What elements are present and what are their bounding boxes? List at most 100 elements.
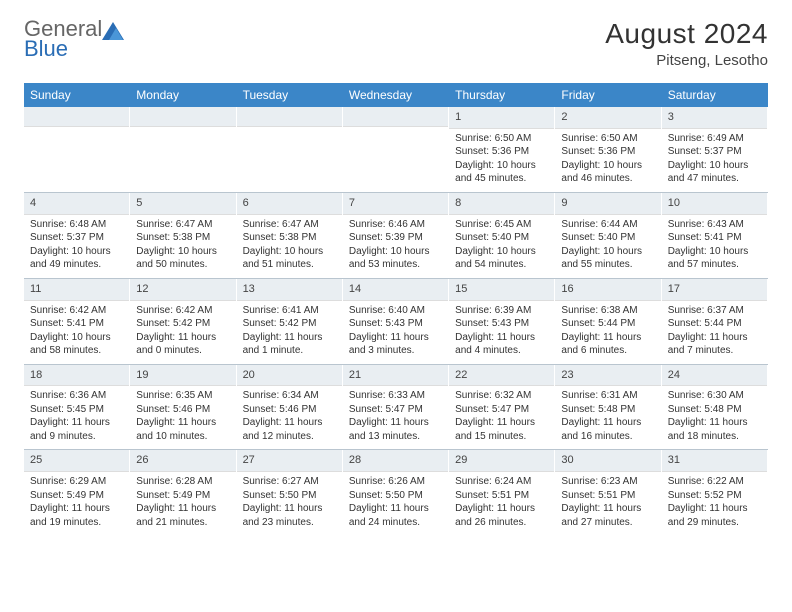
day-cell: 22Sunrise: 6:32 AMSunset: 5:47 PMDayligh…	[449, 365, 555, 450]
day-number: 29	[449, 450, 554, 472]
day-number: 26	[130, 450, 235, 472]
day-details	[24, 127, 129, 185]
day-number	[130, 107, 235, 127]
day-details: Sunrise: 6:48 AMSunset: 5:37 PMDaylight:…	[24, 215, 129, 278]
day-details	[237, 127, 342, 185]
day-cell: 11Sunrise: 6:42 AMSunset: 5:41 PMDayligh…	[24, 279, 130, 364]
day-cell: 13Sunrise: 6:41 AMSunset: 5:42 PMDayligh…	[237, 279, 343, 364]
sunset-text: Sunset: 5:50 PM	[243, 489, 336, 503]
day-number: 21	[343, 365, 448, 387]
sunset-text: Sunset: 5:46 PM	[243, 403, 336, 417]
day-number: 31	[662, 450, 767, 472]
day-details: Sunrise: 6:27 AMSunset: 5:50 PMDaylight:…	[237, 472, 342, 535]
day-number: 13	[237, 279, 342, 301]
sunset-text: Sunset: 5:41 PM	[30, 317, 123, 331]
day-details: Sunrise: 6:32 AMSunset: 5:47 PMDaylight:…	[449, 386, 554, 449]
daylight-text: Daylight: 11 hours and 12 minutes.	[243, 416, 336, 443]
sunrise-text: Sunrise: 6:46 AM	[349, 218, 442, 232]
day-details: Sunrise: 6:46 AMSunset: 5:39 PMDaylight:…	[343, 215, 448, 278]
daylight-text: Daylight: 11 hours and 9 minutes.	[30, 416, 123, 443]
day-details: Sunrise: 6:22 AMSunset: 5:52 PMDaylight:…	[662, 472, 767, 535]
day-number: 30	[555, 450, 660, 472]
daylight-text: Daylight: 11 hours and 1 minute.	[243, 331, 336, 358]
day-number: 24	[662, 365, 767, 387]
page-header: GeneralBlue August 2024 Pitseng, Lesotho	[24, 18, 768, 69]
day-details: Sunrise: 6:31 AMSunset: 5:48 PMDaylight:…	[555, 386, 660, 449]
daylight-text: Daylight: 11 hours and 16 minutes.	[561, 416, 654, 443]
day-details: Sunrise: 6:24 AMSunset: 5:51 PMDaylight:…	[449, 472, 554, 535]
day-cell: 18Sunrise: 6:36 AMSunset: 5:45 PMDayligh…	[24, 365, 130, 450]
daylight-text: Daylight: 10 hours and 53 minutes.	[349, 245, 442, 272]
day-details: Sunrise: 6:45 AMSunset: 5:40 PMDaylight:…	[449, 215, 554, 278]
day-number: 4	[24, 193, 129, 215]
sunset-text: Sunset: 5:48 PM	[561, 403, 654, 417]
daylight-text: Daylight: 11 hours and 23 minutes.	[243, 502, 336, 529]
day-cell: 27Sunrise: 6:27 AMSunset: 5:50 PMDayligh…	[237, 450, 343, 535]
dow-thu: Thursday	[449, 83, 555, 107]
day-details: Sunrise: 6:44 AMSunset: 5:40 PMDaylight:…	[555, 215, 660, 278]
empty-cell	[343, 107, 449, 192]
dow-wed: Wednesday	[343, 83, 449, 107]
day-details: Sunrise: 6:34 AMSunset: 5:46 PMDaylight:…	[237, 386, 342, 449]
sunset-text: Sunset: 5:47 PM	[455, 403, 548, 417]
day-details: Sunrise: 6:38 AMSunset: 5:44 PMDaylight:…	[555, 301, 660, 364]
sunrise-text: Sunrise: 6:40 AM	[349, 304, 442, 318]
sunrise-text: Sunrise: 6:50 AM	[455, 132, 548, 146]
day-number: 14	[343, 279, 448, 301]
daylight-text: Daylight: 11 hours and 26 minutes.	[455, 502, 548, 529]
daylight-text: Daylight: 11 hours and 19 minutes.	[30, 502, 123, 529]
day-details: Sunrise: 6:47 AMSunset: 5:38 PMDaylight:…	[130, 215, 235, 278]
empty-cell	[237, 107, 343, 192]
day-cell: 10Sunrise: 6:43 AMSunset: 5:41 PMDayligh…	[662, 193, 768, 278]
dow-sun: Sunday	[24, 83, 130, 107]
sunset-text: Sunset: 5:49 PM	[136, 489, 229, 503]
day-number: 7	[343, 193, 448, 215]
sunrise-text: Sunrise: 6:31 AM	[561, 389, 654, 403]
sunrise-text: Sunrise: 6:43 AM	[668, 218, 761, 232]
day-details: Sunrise: 6:43 AMSunset: 5:41 PMDaylight:…	[662, 215, 767, 278]
day-number: 9	[555, 193, 660, 215]
sunrise-text: Sunrise: 6:28 AM	[136, 475, 229, 489]
day-number: 12	[130, 279, 235, 301]
sunset-text: Sunset: 5:44 PM	[668, 317, 761, 331]
day-cell: 25Sunrise: 6:29 AMSunset: 5:49 PMDayligh…	[24, 450, 130, 535]
daylight-text: Daylight: 11 hours and 24 minutes.	[349, 502, 442, 529]
day-number: 17	[662, 279, 767, 301]
sunset-text: Sunset: 5:38 PM	[136, 231, 229, 245]
sunset-text: Sunset: 5:40 PM	[561, 231, 654, 245]
day-details: Sunrise: 6:33 AMSunset: 5:47 PMDaylight:…	[343, 386, 448, 449]
calendar-grid: Sunday Monday Tuesday Wednesday Thursday…	[24, 83, 768, 535]
sunrise-text: Sunrise: 6:22 AM	[668, 475, 761, 489]
sunset-text: Sunset: 5:49 PM	[30, 489, 123, 503]
day-cell: 20Sunrise: 6:34 AMSunset: 5:46 PMDayligh…	[237, 365, 343, 450]
day-number: 8	[449, 193, 554, 215]
day-number: 3	[662, 107, 767, 129]
daylight-text: Daylight: 10 hours and 57 minutes.	[668, 245, 761, 272]
empty-cell	[130, 107, 236, 192]
day-details: Sunrise: 6:49 AMSunset: 5:37 PMDaylight:…	[662, 129, 767, 192]
day-details: Sunrise: 6:28 AMSunset: 5:49 PMDaylight:…	[130, 472, 235, 535]
day-details: Sunrise: 6:23 AMSunset: 5:51 PMDaylight:…	[555, 472, 660, 535]
day-number: 5	[130, 193, 235, 215]
day-cell: 26Sunrise: 6:28 AMSunset: 5:49 PMDayligh…	[130, 450, 236, 535]
sunset-text: Sunset: 5:45 PM	[30, 403, 123, 417]
sunset-text: Sunset: 5:43 PM	[455, 317, 548, 331]
daylight-text: Daylight: 10 hours and 58 minutes.	[30, 331, 123, 358]
sunset-text: Sunset: 5:46 PM	[136, 403, 229, 417]
daylight-text: Daylight: 10 hours and 55 minutes.	[561, 245, 654, 272]
sunrise-text: Sunrise: 6:27 AM	[243, 475, 336, 489]
sunset-text: Sunset: 5:50 PM	[349, 489, 442, 503]
sunset-text: Sunset: 5:37 PM	[668, 145, 761, 159]
day-number: 1	[449, 107, 554, 129]
day-cell: 12Sunrise: 6:42 AMSunset: 5:42 PMDayligh…	[130, 279, 236, 364]
sunrise-text: Sunrise: 6:29 AM	[30, 475, 123, 489]
sunset-text: Sunset: 5:51 PM	[455, 489, 548, 503]
dow-sat: Saturday	[662, 83, 768, 107]
sunset-text: Sunset: 5:36 PM	[455, 145, 548, 159]
day-details: Sunrise: 6:39 AMSunset: 5:43 PMDaylight:…	[449, 301, 554, 364]
sunrise-text: Sunrise: 6:32 AM	[455, 389, 548, 403]
day-cell: 14Sunrise: 6:40 AMSunset: 5:43 PMDayligh…	[343, 279, 449, 364]
day-number: 2	[555, 107, 660, 129]
day-number: 10	[662, 193, 767, 215]
daylight-text: Daylight: 11 hours and 13 minutes.	[349, 416, 442, 443]
